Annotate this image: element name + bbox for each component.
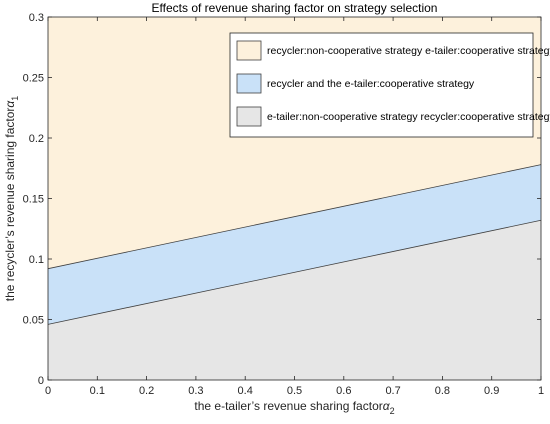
boundary-line-1: [47, 219, 542, 325]
y-tick-label: 0: [38, 375, 44, 387]
legend-label-2: recycler and the e-tailer:cooperative st…: [267, 78, 475, 90]
region-3: [48, 220, 541, 380]
legend-swatch-3: [236, 106, 262, 127]
region-2: [48, 164, 541, 325]
x-tick-label: 0.8: [435, 385, 450, 397]
x-tick-label: 0.1: [90, 385, 105, 397]
x-axis-label: the e-tailer’s revenue sharing factorα2: [194, 399, 394, 416]
chart-title: Effects of revenue sharing factor on str…: [152, 1, 438, 15]
y-tick-label: 0.05: [23, 315, 44, 327]
y-axis-label: the recycler’s revenue sharing factorα1: [3, 96, 20, 302]
legend-swatch-1: [236, 40, 262, 61]
x-tick-label: 0.9: [484, 385, 499, 397]
x-tick-label: 0.7: [385, 385, 400, 397]
y-tick-label: 0.25: [23, 73, 44, 85]
x-tick-label: 0.5: [287, 385, 302, 397]
x-tick-label: 0.6: [336, 385, 351, 397]
legend-box: [229, 32, 534, 138]
x-tick-label: 0.2: [139, 385, 154, 397]
x-tick-label: 1: [538, 385, 544, 397]
legend-swatch-2: [236, 73, 262, 94]
legend-label-3: e-tailer:non-cooperative strategy recycl…: [267, 111, 550, 123]
y-tick-label: 0.15: [23, 194, 44, 206]
x-tick-label: 0.3: [188, 385, 203, 397]
boundary-line-2: [47, 164, 542, 270]
legend-label-1: recycler:non-cooperative strategy e-tail…: [267, 45, 550, 57]
y-tick-label: 0.1: [29, 254, 44, 266]
x-tick-label: 0: [45, 385, 51, 397]
y-tick-label: 0.2: [29, 133, 44, 145]
x-tick-label: 0.4: [238, 385, 253, 397]
y-tick-label: 0.3: [29, 12, 44, 24]
